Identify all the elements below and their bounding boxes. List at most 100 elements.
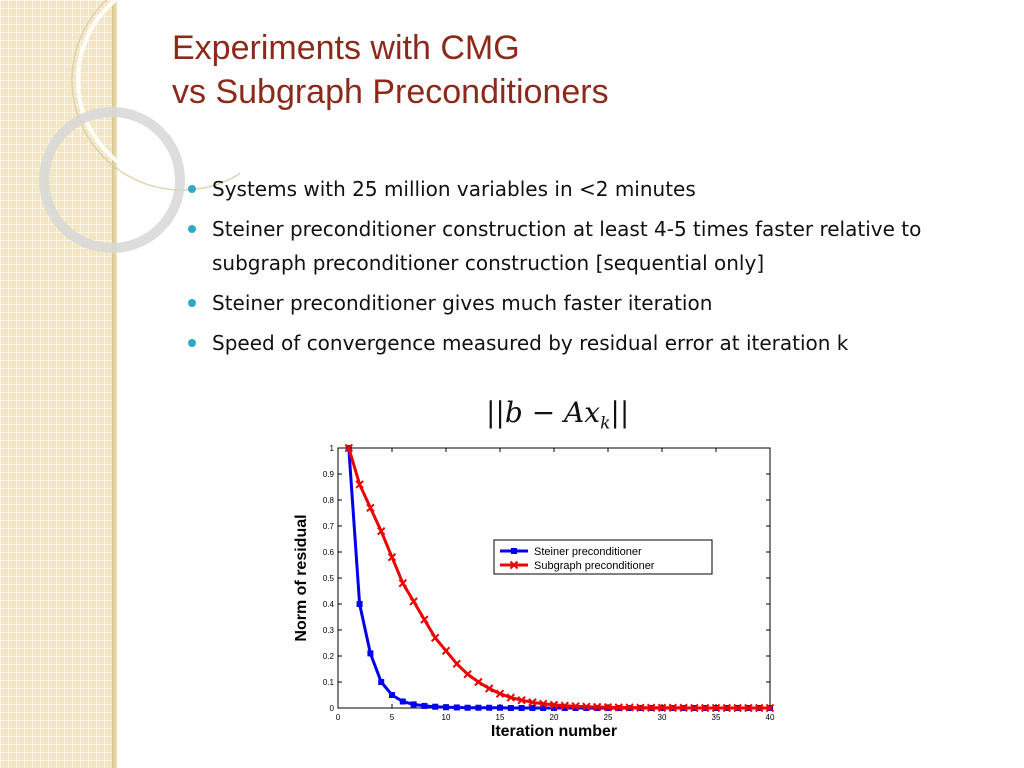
formula-main: ||b − Ax [486, 396, 601, 429]
legend-marker [511, 548, 517, 554]
data-point [711, 703, 721, 713]
data-point [646, 703, 656, 712]
residual-formula: ||b − Axk|| [486, 396, 629, 434]
data-point [486, 704, 493, 711]
bullet-text: Systems with 25 million variables in <2 … [212, 177, 696, 201]
data-point [722, 703, 732, 713]
data-point [636, 703, 645, 712]
legend-marker [509, 560, 519, 570]
data-point [690, 703, 699, 713]
data-point [549, 700, 559, 710]
y-axis-label: Norm of residual [293, 514, 310, 641]
slide-title: Experiments with CMG vs Subgraph Precond… [172, 26, 609, 114]
bullet-dot-icon [188, 185, 196, 193]
data-point [507, 705, 514, 711]
bullet-dot-icon [188, 339, 196, 347]
data-point [474, 677, 483, 687]
data-point [356, 601, 363, 607]
y-tick-label: 0.1 [323, 678, 335, 687]
data-point [376, 526, 386, 536]
data-point [497, 704, 503, 711]
bullet-item: Steiner preconditioner gives much faster… [188, 286, 988, 320]
y-tick-label: 0.8 [323, 496, 335, 505]
data-point [679, 703, 688, 712]
data-point [495, 689, 505, 698]
data-point [657, 703, 667, 712]
data-point [733, 703, 742, 713]
x-tick-label: 10 [442, 713, 451, 722]
data-point [625, 703, 634, 712]
data-point [355, 480, 364, 489]
bullet-item: Systems with 25 million variables in <2 … [188, 172, 988, 206]
x-tick-label: 25 [604, 713, 613, 722]
x-tick-label: 30 [658, 713, 667, 722]
data-point [529, 705, 536, 711]
bullet-dot-icon [188, 299, 196, 307]
side-pattern [0, 0, 112, 768]
data-point [592, 702, 602, 712]
data-point [443, 704, 449, 711]
legend-box [493, 539, 713, 575]
data-point [430, 633, 440, 643]
data-point [475, 704, 482, 711]
data-point [441, 646, 451, 656]
data-point [506, 693, 516, 702]
bullet-item: Speed of convergence measured by residua… [188, 326, 988, 360]
data-point [387, 552, 397, 562]
data-point [517, 695, 526, 705]
y-tick-label: 0.4 [323, 600, 335, 609]
side-border [112, 0, 117, 768]
data-point [399, 698, 406, 705]
y-tick-label: 0.7 [323, 522, 335, 531]
data-point [463, 669, 472, 679]
y-tick-label: 1 [330, 444, 335, 453]
formula-subscript: k [600, 413, 611, 434]
data-point [744, 703, 753, 713]
x-tick-label: 15 [496, 713, 505, 722]
data-point [389, 692, 395, 698]
y-tick-label: 0.2 [323, 652, 335, 661]
data-point [765, 703, 775, 713]
data-point [452, 659, 462, 669]
data-point [614, 703, 624, 712]
legend-label: Steiner preconditioner [534, 546, 642, 558]
formula-end: || [610, 396, 630, 429]
data-point [453, 704, 460, 711]
data-point [528, 698, 537, 707]
data-point [378, 679, 385, 685]
data-point [582, 702, 591, 711]
plot-area [337, 447, 771, 709]
data-point [432, 703, 439, 710]
data-point [366, 503, 375, 513]
y-tick-label: 0.9 [323, 470, 335, 479]
title-line-2: vs Subgraph Preconditioners [172, 73, 609, 111]
title-line-1: Experiments with CMG [172, 29, 520, 67]
data-point [344, 443, 354, 453]
bullet-list: Systems with 25 million variables in <2 … [188, 172, 988, 366]
data-point [421, 702, 428, 709]
data-point [464, 704, 471, 711]
data-point [518, 705, 525, 711]
convergence-chart: 0 5 10 15 20 25 30 35 40 0 0.1 0.2 0.3 0.4 0.5 0.6 0.7 0.… [293, 443, 775, 738]
y-tick-label: 0.5 [323, 574, 335, 583]
legend-label: Subgraph preconditioner [534, 560, 655, 572]
data-point [561, 705, 568, 711]
x-tick-label: 20 [550, 713, 559, 722]
data-point [409, 597, 418, 606]
data-point [367, 650, 374, 657]
bullet-text: Steiner preconditioner gives much faster… [212, 291, 713, 315]
data-point [484, 684, 494, 693]
y-tick-label: 0.3 [323, 626, 335, 635]
bullet-dot-icon [188, 225, 196, 233]
y-tick-label: 0.6 [323, 548, 335, 557]
data-point [668, 703, 678, 712]
bullet-text: Steiner preconditioner construction at l… [212, 217, 922, 275]
data-point [540, 705, 547, 711]
data-point [398, 578, 408, 588]
decorative-rings [39, 0, 240, 253]
data-point [571, 701, 580, 711]
data-point [572, 705, 579, 711]
x-tick-label: 35 [712, 713, 721, 722]
deco-ring-small [39, 107, 185, 253]
bullet-text: Speed of convergence measured by residua… [212, 331, 849, 355]
